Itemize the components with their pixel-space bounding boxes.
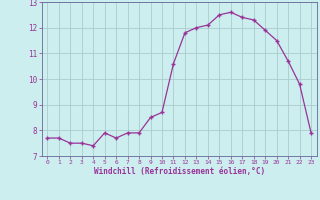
X-axis label: Windchill (Refroidissement éolien,°C): Windchill (Refroidissement éolien,°C) bbox=[94, 167, 265, 176]
